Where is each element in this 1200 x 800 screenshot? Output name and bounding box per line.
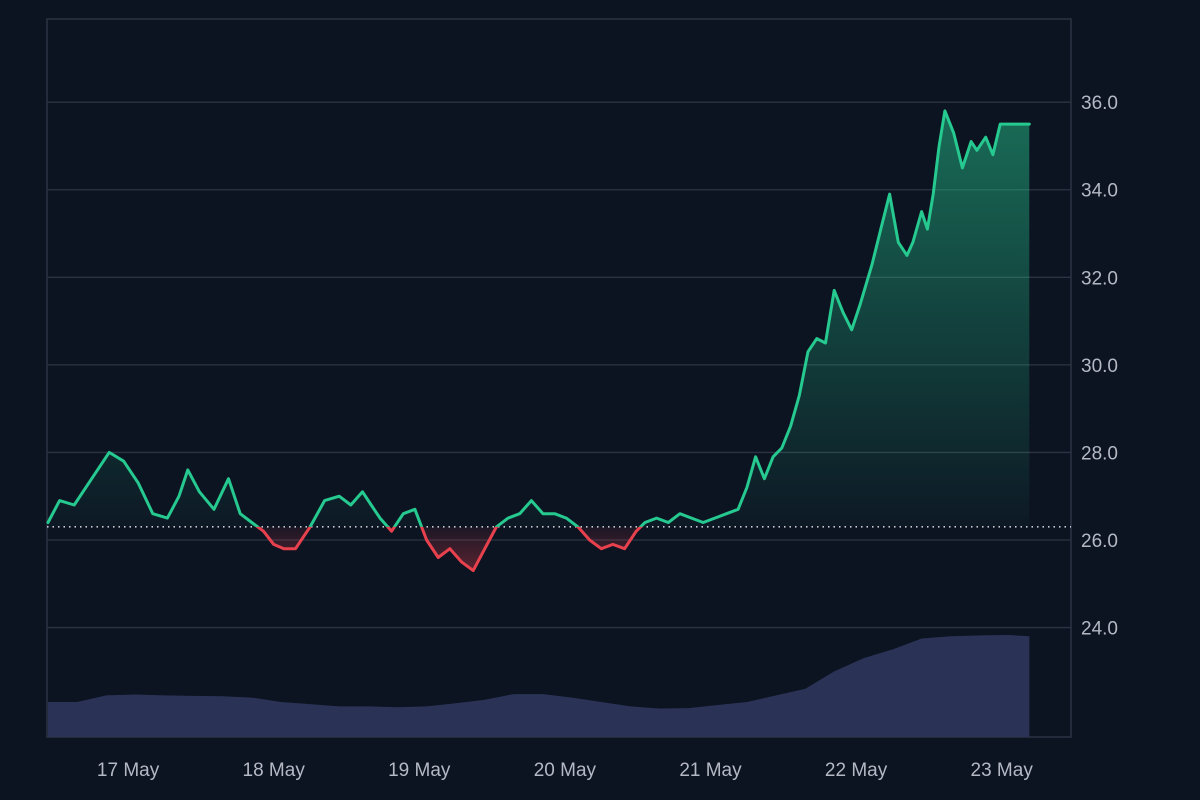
x-tick-label: 20 May [534,760,597,781]
y-tick-label: 30.0 [1081,356,1118,377]
x-axis-labels: 17 May 18 May 19 May 20 May 21 May 22 May 23 M… [97,760,1033,781]
area-below-baseline [48,526,1030,571]
grid-lines [47,101,1071,629]
price-area [48,110,1030,571]
line-below-baseline [255,526,643,573]
x-tick-label: 21 May [679,760,742,781]
volume-shape [48,634,1030,737]
volume-area [48,634,1030,737]
y-tick-label: 28.0 [1081,443,1118,464]
y-tick-label: 26.0 [1081,531,1118,552]
y-tick-label: 34.0 [1081,181,1118,202]
y-axis-labels: 24.0 26.0 28.0 30.0 32.0 34.0 36.0 [1081,93,1118,639]
price-line [46,109,1031,573]
y-tick-label: 32.0 [1081,268,1118,289]
x-tick-label: 23 May [971,760,1034,781]
x-tick-label: 18 May [243,760,306,781]
line-above-baseline [46,109,1031,527]
x-tick-label: 19 May [388,760,451,781]
x-tick-label: 17 May [97,760,160,781]
y-tick-label: 36.0 [1081,93,1118,114]
area-above-baseline [48,110,1030,527]
y-tick-label: 24.0 [1081,619,1118,640]
x-tick-label: 22 May [825,760,888,781]
